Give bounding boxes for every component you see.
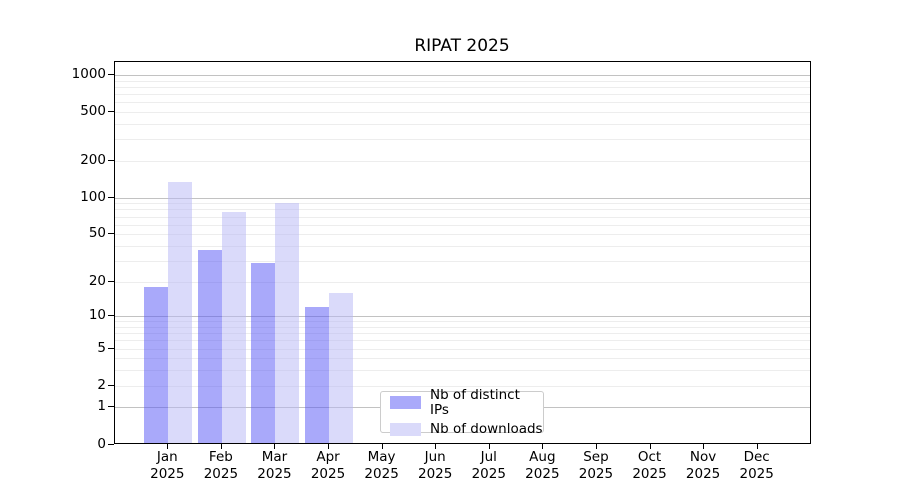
y-tick-mark [108, 196, 114, 198]
x-tick-label: Apr 2025 [310, 449, 346, 482]
legend-label-ips: Nb of distinct IPs [429, 386, 520, 418]
x-tick-label: Oct 2025 [632, 449, 667, 482]
bar-downloads [275, 203, 300, 444]
y-tick-mark [108, 111, 114, 113]
chart-title: RIPAT 2025 [414, 36, 510, 56]
bar-ips [144, 287, 169, 444]
gridline-minor [114, 139, 810, 141]
bar-downloads [329, 292, 354, 444]
x-tick-mark [167, 443, 169, 449]
gridline-major [114, 197, 810, 199]
y-tick-label: 50 [88, 225, 106, 242]
y-tick-mark [108, 280, 114, 282]
y-tick-label: 1000 [71, 66, 106, 82]
gridline-major [114, 316, 810, 318]
y-tick-label: 0 [97, 435, 106, 452]
x-tick-mark [756, 443, 758, 449]
gridline-minor [114, 348, 810, 350]
gridline-minor [114, 86, 810, 88]
y-tick-mark [108, 443, 114, 445]
x-tick-mark [649, 443, 651, 449]
gridline-minor [114, 260, 810, 262]
gridline-minor [114, 340, 810, 342]
y-tick-mark [108, 315, 114, 317]
x-tick-mark [274, 443, 276, 449]
x-tick-mark [703, 443, 705, 449]
x-tick-label: Aug 2025 [525, 449, 560, 482]
gridline-minor [114, 234, 810, 236]
gridline-minor [114, 370, 810, 372]
legend-swatch-downloads [390, 422, 421, 436]
y-tick-label: 2 [97, 376, 106, 393]
x-tick-mark [220, 443, 222, 449]
gridline-minor [114, 326, 810, 328]
y-tick-label: 100 [80, 188, 106, 205]
x-tick-label: Jun 2025 [418, 449, 453, 482]
x-tick-label: Mar 2025 [257, 449, 292, 482]
y-tick-label: 20 [88, 272, 106, 289]
gridline-minor [114, 333, 810, 335]
x-tick-mark [542, 443, 544, 449]
x-tick-label: Jul 2025 [471, 449, 506, 482]
gridline-minor [114, 209, 810, 211]
y-tick-mark [108, 384, 114, 386]
gridline-minor [114, 112, 810, 114]
gridline-minor [114, 321, 810, 323]
x-tick-mark [595, 443, 597, 449]
bar-downloads [221, 212, 246, 444]
gridline-minor [114, 160, 810, 162]
y-tick-label: 500 [80, 103, 106, 120]
gridline-minor [114, 224, 810, 226]
gridline-minor [114, 102, 810, 104]
y-tick-label: 10 [88, 307, 106, 324]
x-tick-label: May 2025 [364, 449, 399, 482]
gridline-minor [114, 203, 810, 205]
gridline-minor [114, 385, 810, 387]
gridline-minor [114, 216, 810, 218]
y-tick-label: 1 [97, 398, 106, 415]
gridline-major [114, 75, 810, 76]
bar-downloads [168, 181, 193, 444]
x-tick-mark [381, 443, 383, 449]
y-tick-mark [108, 347, 114, 349]
bar-ips [305, 307, 330, 444]
x-tick-mark [488, 443, 490, 449]
x-tick-label: Feb 2025 [203, 449, 239, 482]
y-tick-mark [108, 159, 114, 161]
x-tick-label: Jan 2025 [150, 449, 185, 482]
x-tick-mark [328, 443, 330, 449]
y-tick-mark [108, 233, 114, 235]
legend-swatch-ips [390, 396, 421, 409]
legend-row-downloads: Nb of downloads [390, 420, 543, 437]
legend-row-ips: Nb of distinct IPs [390, 386, 543, 418]
legend: Nb of distinct IPs Nb of downloads [380, 386, 544, 436]
gridline-minor [114, 245, 810, 247]
x-tick-label: Dec 2025 [739, 449, 774, 482]
gridline-minor [114, 80, 810, 82]
y-tick-label: 200 [80, 151, 106, 168]
bar-ips [251, 262, 276, 444]
x-tick-mark [435, 443, 437, 449]
legend-label-downloads: Nb of downloads [430, 420, 543, 437]
bar-ips [197, 249, 222, 444]
gridline-minor [114, 281, 810, 283]
gridline-minor [114, 94, 810, 96]
y-tick-label: 5 [97, 339, 106, 356]
x-tick-label: Nov 2025 [685, 449, 721, 482]
x-tick-label: Sep 2025 [578, 449, 614, 482]
gridline-minor [114, 358, 810, 360]
y-tick-mark [108, 406, 114, 408]
y-tick-mark [108, 74, 114, 75]
gridline-minor [114, 123, 810, 125]
